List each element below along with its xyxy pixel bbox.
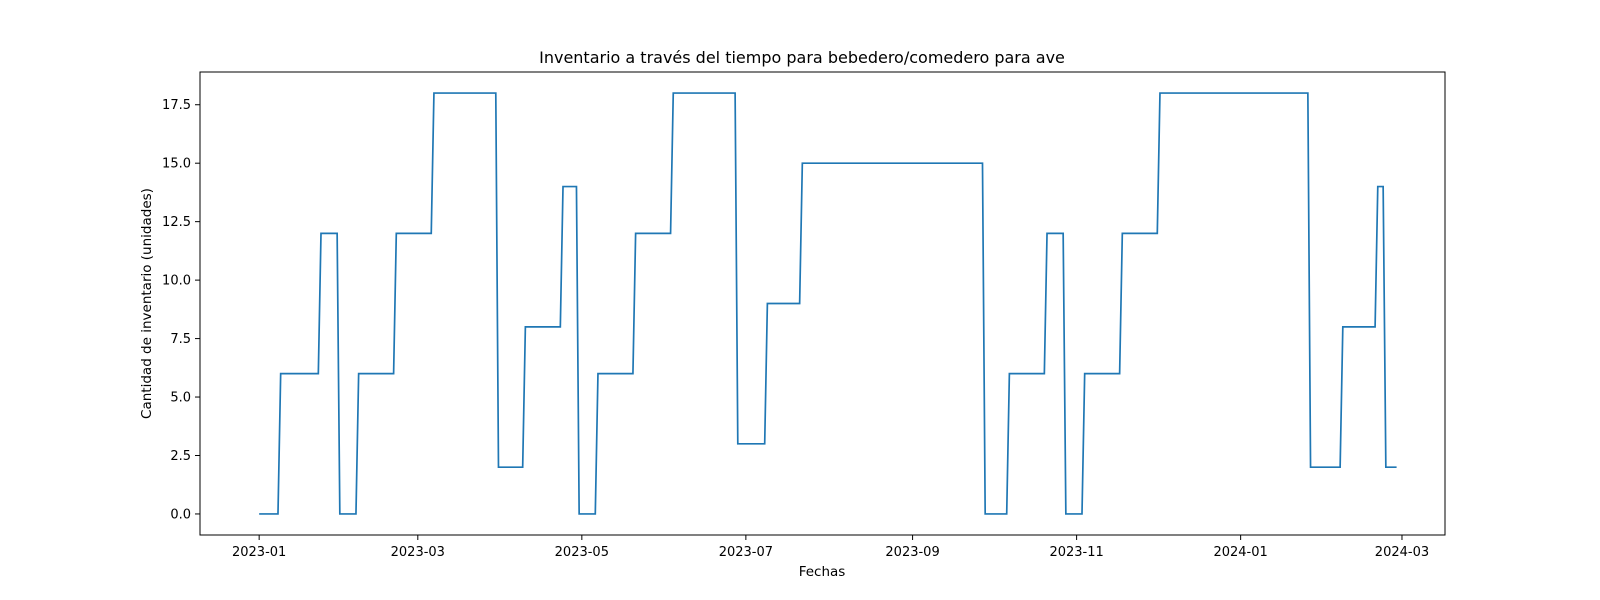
x-tick-label: 2024-01 bbox=[1213, 545, 1267, 560]
y-axis-label: Cantidad de inventario (unidades) bbox=[139, 188, 155, 419]
chart-title: Inventario a través del tiempo para bebe… bbox=[539, 48, 1065, 67]
x-tick-label: 2023-09 bbox=[885, 545, 939, 560]
series-line bbox=[259, 92, 1397, 515]
y-tick-label: 2.5 bbox=[170, 449, 191, 464]
y-tick-label: 17.5 bbox=[162, 98, 191, 113]
y-tick-label: 7.5 bbox=[170, 332, 191, 347]
x-tick-label: 2023-01 bbox=[232, 545, 286, 560]
x-tick-label: 2023-07 bbox=[719, 545, 773, 560]
x-tick-label: 2023-03 bbox=[391, 545, 445, 560]
y-tick-label: 12.5 bbox=[162, 215, 191, 230]
x-tick-label: 2024-03 bbox=[1375, 545, 1429, 560]
y-tick-label: 5.0 bbox=[170, 391, 191, 406]
x-axis-label: Fechas bbox=[799, 564, 846, 580]
y-tick-label: 15.0 bbox=[162, 157, 191, 172]
plot-frame bbox=[199, 71, 1446, 536]
x-axis-ticks: 2023-01 2023-03 2023-05 2023-07 2023-09 2023-… bbox=[232, 535, 1429, 560]
y-axis-ticks: 0.0 2.5 5.0 7.5 10.0 12.5 15.0 17.5 bbox=[162, 98, 200, 522]
y-tick-label: 0.0 bbox=[170, 507, 191, 522]
x-tick-label: 2023-11 bbox=[1049, 545, 1103, 560]
x-tick-label: 2023-05 bbox=[555, 545, 609, 560]
y-tick-label: 10.0 bbox=[162, 274, 191, 289]
